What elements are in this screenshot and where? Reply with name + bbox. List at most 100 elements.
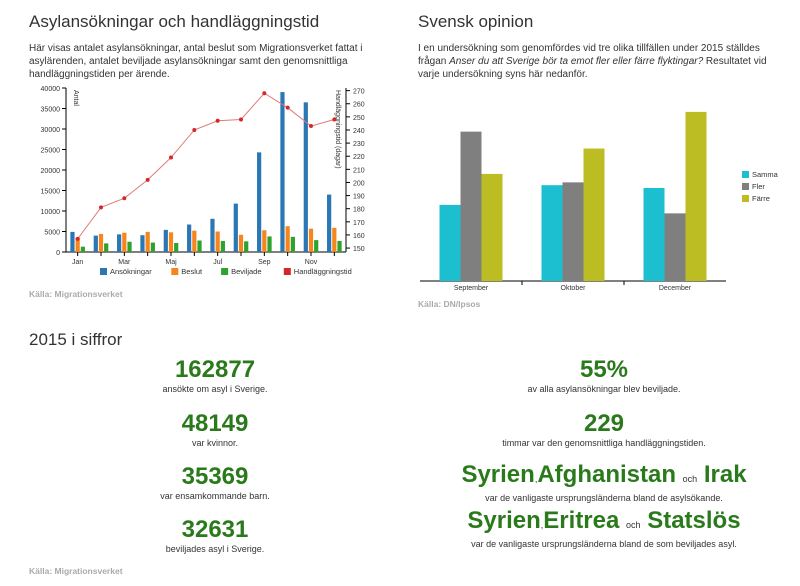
y-tick-label: 20000 xyxy=(41,168,61,175)
point-handlaggningstid xyxy=(99,205,103,210)
point-handlaggningstid xyxy=(192,127,197,132)
combo-chart: 0 5000 10000 15000 20000 25000 30000 35000 40000… xyxy=(41,86,365,276)
bar-beslut xyxy=(122,232,127,252)
y2-tick-label: 240 xyxy=(353,128,365,135)
x-tick-label: September xyxy=(454,285,489,292)
stat-label: av alla asylansökningar blev beviljade. xyxy=(527,384,681,394)
bar-beslut xyxy=(262,230,267,252)
stat-label: var kvinnor. xyxy=(191,438,239,448)
point-handlaggningstid xyxy=(145,177,150,182)
stat-value: 35369 xyxy=(181,463,249,490)
separator: , xyxy=(534,474,538,484)
bar-ansökningar xyxy=(187,224,192,252)
bar-beslut xyxy=(238,234,244,252)
stat-label: beviljades asyl i Sverige. xyxy=(165,544,265,554)
legend-swatch xyxy=(283,268,291,275)
y-tick-label: 5000 xyxy=(44,230,60,237)
bar-samma xyxy=(439,204,461,281)
x-tick-label: Mar xyxy=(118,259,131,266)
bar-samma xyxy=(541,185,563,281)
stat-granted: 32631 beviljades asyl i Sverige. xyxy=(115,517,315,555)
stat-countries-granted: Syrien,Eritrea och Statslös var de vanli… xyxy=(424,508,784,550)
bar-beviljade xyxy=(127,241,132,252)
bar-beviljade xyxy=(290,236,295,252)
bar-ansökningar xyxy=(117,234,122,252)
bar-ansökningar xyxy=(210,218,215,252)
bar-beviljade xyxy=(267,236,272,252)
y2-tick-label: 170 xyxy=(353,220,365,227)
bar-beslut xyxy=(75,237,80,252)
stat-granted-percent: 55% av alla asylansökningar blev bevilja… xyxy=(454,357,754,395)
stat-label: ansökte om asyl i Sverige. xyxy=(162,384,268,394)
bar-fler xyxy=(460,131,482,281)
y2-tick-label: 210 xyxy=(353,167,365,174)
x-tick-label: Oktober xyxy=(561,285,587,292)
left-chart-source: Källa: Migrationsverket xyxy=(29,289,123,299)
stat-value: 32631 xyxy=(181,516,249,543)
point-handlaggningstid xyxy=(169,155,173,160)
y2-tick-label: 200 xyxy=(353,180,365,187)
right-desc-after: Resultatet vid varje undersökning syns h… xyxy=(418,56,767,80)
legend-swatch xyxy=(171,268,179,275)
opinion-chart: September Oktober December Samma Fler Färre xyxy=(420,111,779,292)
line-handlaggningstid xyxy=(77,92,335,240)
stat-value: 162877 xyxy=(174,356,256,383)
bar-ansökningar xyxy=(327,194,332,252)
y2-tick-label: 220 xyxy=(353,154,365,161)
y2-tick-label: 250 xyxy=(353,115,365,122)
bar-ansökningar xyxy=(233,203,238,252)
country-2: Eritrea xyxy=(543,507,620,534)
bar-fler xyxy=(562,182,584,281)
left-chart-description: Här visas antalet asylansökningar, antal… xyxy=(29,43,363,80)
bar-beviljade xyxy=(244,241,249,252)
x-tick-label: Sep xyxy=(258,259,271,266)
legend-swatch xyxy=(742,183,749,190)
y-tick-label: 10000 xyxy=(41,209,61,216)
bar-ansökningar xyxy=(70,231,75,252)
bar-ansökningar xyxy=(163,229,168,252)
x-tick-label: Nov xyxy=(305,259,318,266)
left-chart-title: Asylansökningar och handläggningstid xyxy=(29,12,320,31)
point-handlaggningstid xyxy=(122,196,127,201)
y-tick-label: 30000 xyxy=(41,127,61,134)
bar-beslut xyxy=(308,228,314,252)
stat-applications: 162877 ansökte om asyl i Sverige. xyxy=(115,357,315,395)
separator: , xyxy=(540,520,544,530)
bar-beviljade xyxy=(104,243,109,252)
stat-value: 55% xyxy=(579,356,629,383)
separator: och xyxy=(682,474,698,484)
point-handlaggningstid xyxy=(262,91,267,96)
country-3: Statslös xyxy=(647,507,741,534)
legend-swatch xyxy=(221,268,229,275)
separator: och xyxy=(626,520,641,530)
bar-ansökningar xyxy=(303,102,308,252)
y2-tick-label: 150 xyxy=(353,246,365,253)
bar-beslut xyxy=(215,231,220,252)
point-handlaggningstid xyxy=(215,118,220,123)
bar-beviljade xyxy=(220,240,225,252)
stat-label: var de vanligaste ursprungsländerna blan… xyxy=(471,539,737,549)
x-tick-label: Maj xyxy=(165,259,177,266)
right-desc-before: I en undersökning som genomfördes vid tr… xyxy=(418,43,760,67)
right-chart-description: I en undersökning som genomfördes vid tr… xyxy=(418,42,788,81)
bar-färre xyxy=(685,111,707,281)
bar-färre xyxy=(583,148,605,281)
bar-beslut xyxy=(332,227,337,252)
right-chart-title: Svensk opinion xyxy=(418,12,534,31)
y-tick-label: 25000 xyxy=(41,148,61,155)
y2-tick-label: 260 xyxy=(353,102,365,109)
country-2: Afghanistan xyxy=(537,461,676,488)
bar-beviljade xyxy=(80,246,85,252)
stat-label: var ensamkommande barn. xyxy=(160,491,270,501)
y2-tick-label: 180 xyxy=(353,207,365,214)
bar-beviljade xyxy=(337,240,342,252)
legend-label: Beslut xyxy=(181,267,203,276)
bar-beslut xyxy=(285,226,290,252)
point-handlaggningstid xyxy=(285,105,290,110)
y2-tick-label: 160 xyxy=(353,233,365,240)
bar-samma xyxy=(643,188,665,281)
legend-label: Samma xyxy=(752,170,779,179)
country-1: Syrien xyxy=(461,461,535,488)
y-tick-label: 15000 xyxy=(41,189,61,196)
bar-beviljade xyxy=(174,242,179,252)
